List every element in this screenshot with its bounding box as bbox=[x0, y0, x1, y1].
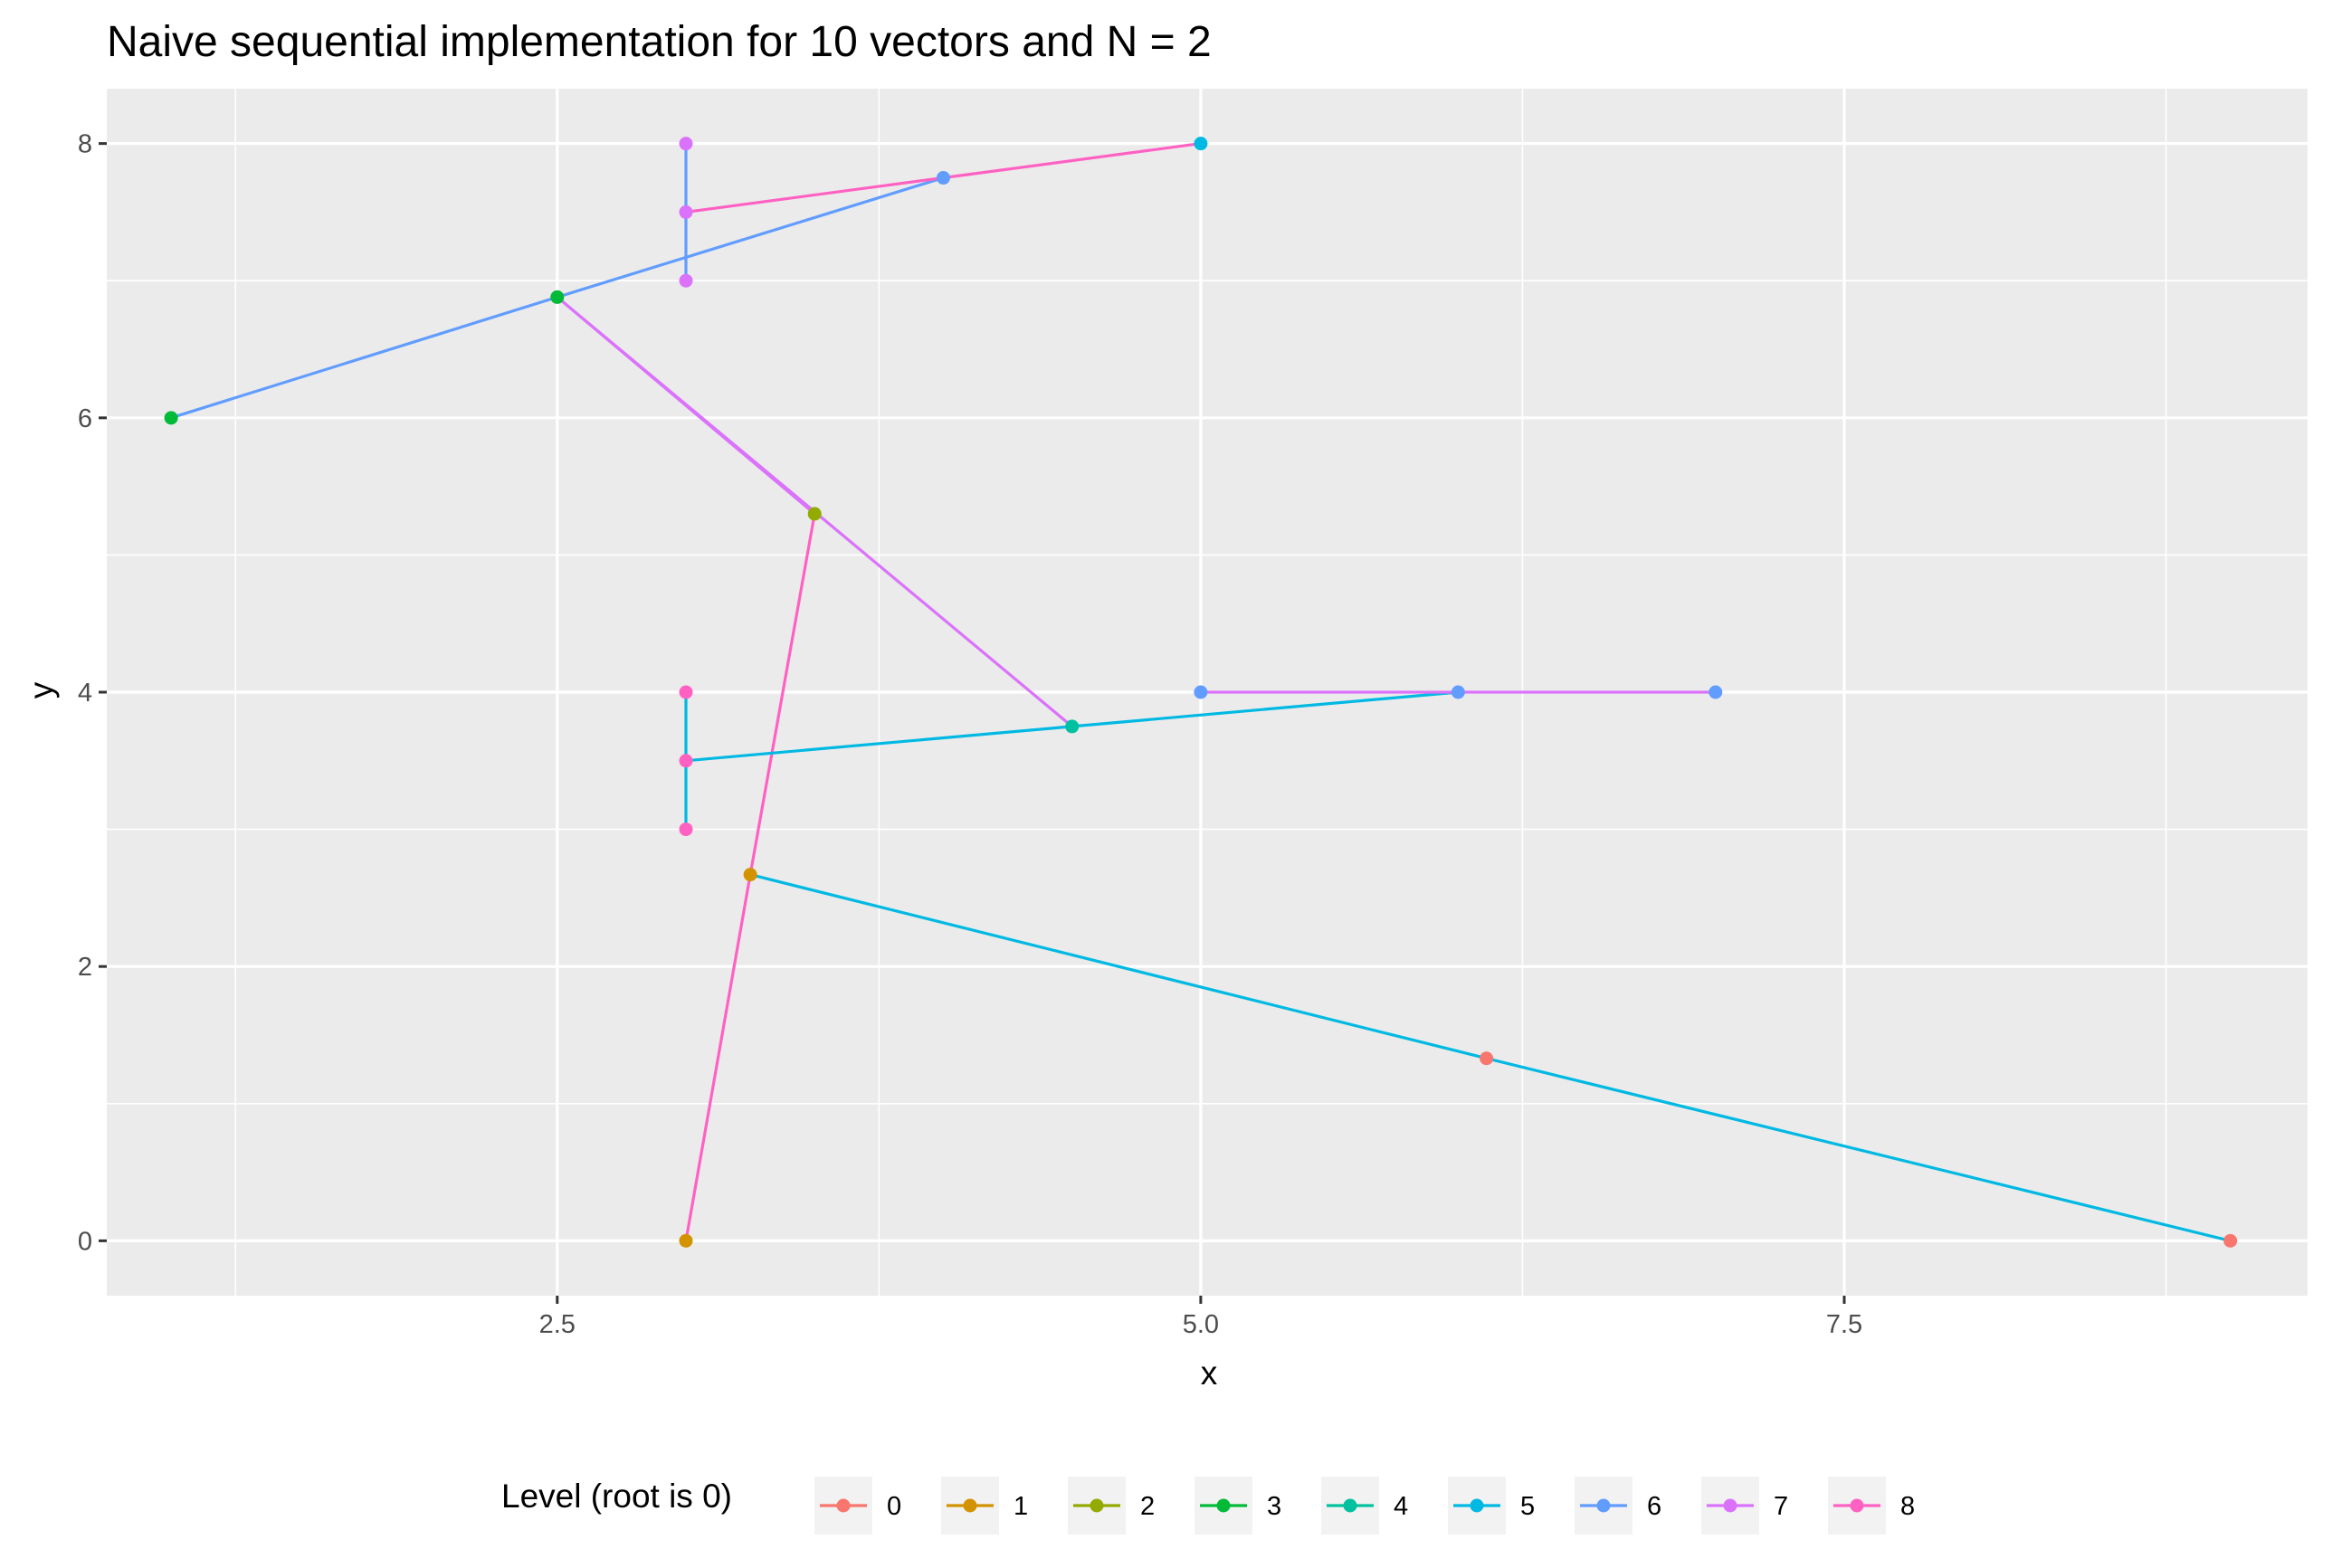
data-point bbox=[679, 822, 693, 837]
data-point bbox=[807, 507, 822, 521]
data-point bbox=[679, 685, 693, 699]
legend-key-point bbox=[836, 1498, 851, 1513]
data-point bbox=[743, 868, 757, 882]
data-point bbox=[679, 273, 693, 288]
legend-label: 3 bbox=[1267, 1492, 1281, 1521]
legend-key-point bbox=[1850, 1498, 1864, 1513]
y-axis-title: y bbox=[23, 681, 60, 698]
data-point bbox=[679, 137, 693, 151]
data-point bbox=[1451, 685, 1465, 699]
legend-label: 6 bbox=[1647, 1492, 1661, 1521]
legend-label: 7 bbox=[1774, 1492, 1788, 1521]
legend-key-point bbox=[1723, 1498, 1737, 1513]
data-point bbox=[679, 754, 693, 768]
legend-keys: 0 1 2 3 4 5 6 7 8 bbox=[814, 1477, 1915, 1535]
legend-key-point bbox=[1596, 1498, 1611, 1513]
data-point bbox=[1194, 137, 1208, 151]
y-tick-label: 4 bbox=[78, 679, 92, 708]
legend-label: 5 bbox=[1520, 1492, 1535, 1521]
x-axis-ticks: 2.5 5.0 7.5 bbox=[539, 1296, 1862, 1339]
legend-key-point bbox=[1090, 1498, 1104, 1513]
data-point bbox=[550, 290, 565, 304]
legend-label: 8 bbox=[1900, 1492, 1915, 1521]
data-point bbox=[679, 204, 693, 219]
x-axis-title: x bbox=[1201, 1354, 1218, 1392]
data-points bbox=[164, 137, 2238, 1248]
y-tick-label: 0 bbox=[78, 1227, 92, 1256]
x-tick-label: 5.0 bbox=[1183, 1310, 1219, 1339]
legend-label: 2 bbox=[1140, 1492, 1155, 1521]
legend: Level (root is 0) 0 1 2 3 4 5 6 7 8 bbox=[501, 1477, 1915, 1535]
legend-label: 1 bbox=[1014, 1492, 1028, 1521]
data-point bbox=[1709, 685, 1723, 699]
legend-key-point bbox=[1343, 1498, 1357, 1513]
minor-gridlines bbox=[107, 89, 2308, 1296]
legend-key-point bbox=[1470, 1498, 1484, 1513]
legend-key-point bbox=[963, 1498, 977, 1513]
data-point bbox=[2223, 1233, 2238, 1248]
y-tick-label: 8 bbox=[78, 130, 92, 159]
x-tick-label: 7.5 bbox=[1826, 1310, 1862, 1339]
x-tick-label: 2.5 bbox=[539, 1310, 576, 1339]
legend-key-point bbox=[1216, 1498, 1231, 1513]
chart-title: Naive sequential implementation for 10 v… bbox=[107, 18, 1212, 66]
y-tick-label: 6 bbox=[78, 404, 92, 433]
data-point bbox=[936, 171, 950, 185]
data-point bbox=[1194, 685, 1208, 699]
y-tick-label: 2 bbox=[78, 953, 92, 982]
data-point bbox=[679, 1233, 693, 1248]
legend-label: 4 bbox=[1394, 1492, 1408, 1521]
legend-label: 0 bbox=[887, 1492, 901, 1521]
y-axis-ticks: 0 2 4 6 8 bbox=[78, 130, 107, 1256]
legend-title: Level (root is 0) bbox=[501, 1478, 732, 1515]
data-point bbox=[1065, 719, 1080, 734]
data-point bbox=[1480, 1051, 1494, 1066]
data-point bbox=[164, 411, 178, 425]
